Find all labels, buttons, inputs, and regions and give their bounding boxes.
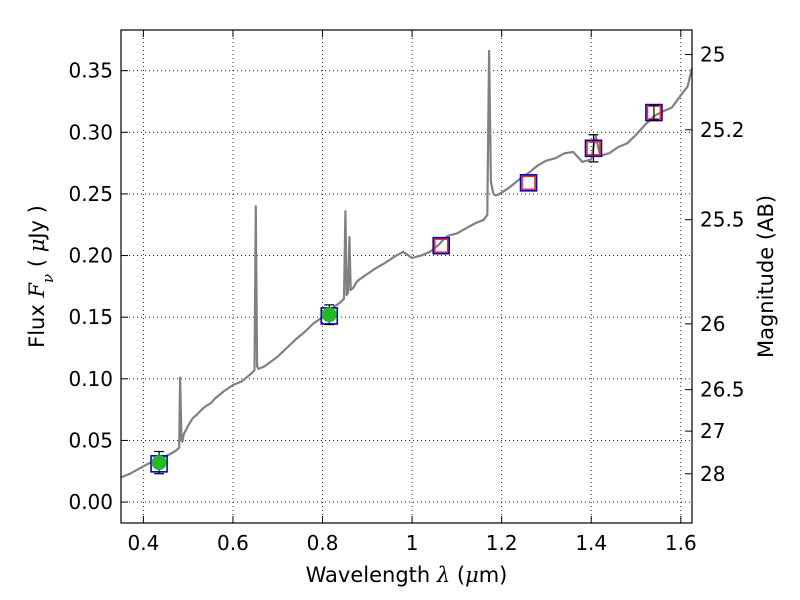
y-axis-label-symbol: F [25,282,49,299]
photometry-point [321,307,337,323]
y-tick-label: 0.30 [68,120,113,144]
y-axis-label-unit-rest: Jy ) [25,205,49,241]
x-tick-label: 1.4 [575,531,607,555]
y-tick-label: 0.15 [68,305,113,329]
photometry-marker [433,238,449,253]
photometry-marker [645,103,663,122]
y2-tick-label: 25.5 [700,208,745,232]
photometry-marker [519,174,538,192]
photometry-point [151,455,167,471]
x-tick-label: 0.8 [307,531,339,555]
y-tick-label: 0.00 [68,490,113,514]
x-axis-label-unit-rest: m) [479,563,508,587]
y-tick-label: 0.35 [68,59,113,83]
plot-frame [120,29,693,524]
data-layer [120,49,694,479]
y2-tick-label: 25.2 [700,118,745,142]
secondary-y-axis-label: Magnitude (AB) [754,195,778,358]
x-tick-label: 1.6 [665,531,697,555]
y-tick-label: 0.10 [68,367,113,391]
y-axis-label-prefix: Flux [25,298,49,348]
x-tick-label: 0.4 [127,531,159,555]
y2-tick-label: 27 [700,419,725,443]
photometry-marker [432,236,451,255]
y-tick-label: 0.05 [68,428,113,452]
y-axis-label-unit-open: ( [25,252,49,274]
y-axis-label-unit-mu: μ [25,239,49,253]
x-axis-label-symbol: λ [436,563,450,587]
grid-lines [121,30,692,523]
y-tick-label: 0.20 [68,244,113,268]
y2-tick-label: 26.5 [700,378,745,402]
ticks: 0.4 0.6 0.8 1 1.2 1.4 1.6 0.00 0.05 0.10 0.15 0.20 0… [68,30,745,555]
photometry-marker [521,175,536,191]
y2-tick-label: 25 [700,43,725,67]
y-tick-label: 0.25 [68,182,113,206]
x-tick-label: 1 [406,531,419,555]
x-tick-label: 1.2 [486,531,518,555]
x-tick-label: 0.6 [217,531,249,555]
x-axis-label-unit-open: ( [450,563,465,587]
y-axis-label: Flux Fν ( μJy ) [25,205,57,348]
x-axis-label-prefix: Wavelength [306,563,437,587]
y2-tick-label: 26 [700,312,725,336]
y2-tick-label: 28 [700,462,725,486]
y-axis-label-subscript: ν [39,274,57,283]
x-axis-label-unit-mu: μ [465,563,479,587]
x-axis-label: Wavelength λ (μm) [306,563,508,587]
spectrum-line [120,49,694,479]
